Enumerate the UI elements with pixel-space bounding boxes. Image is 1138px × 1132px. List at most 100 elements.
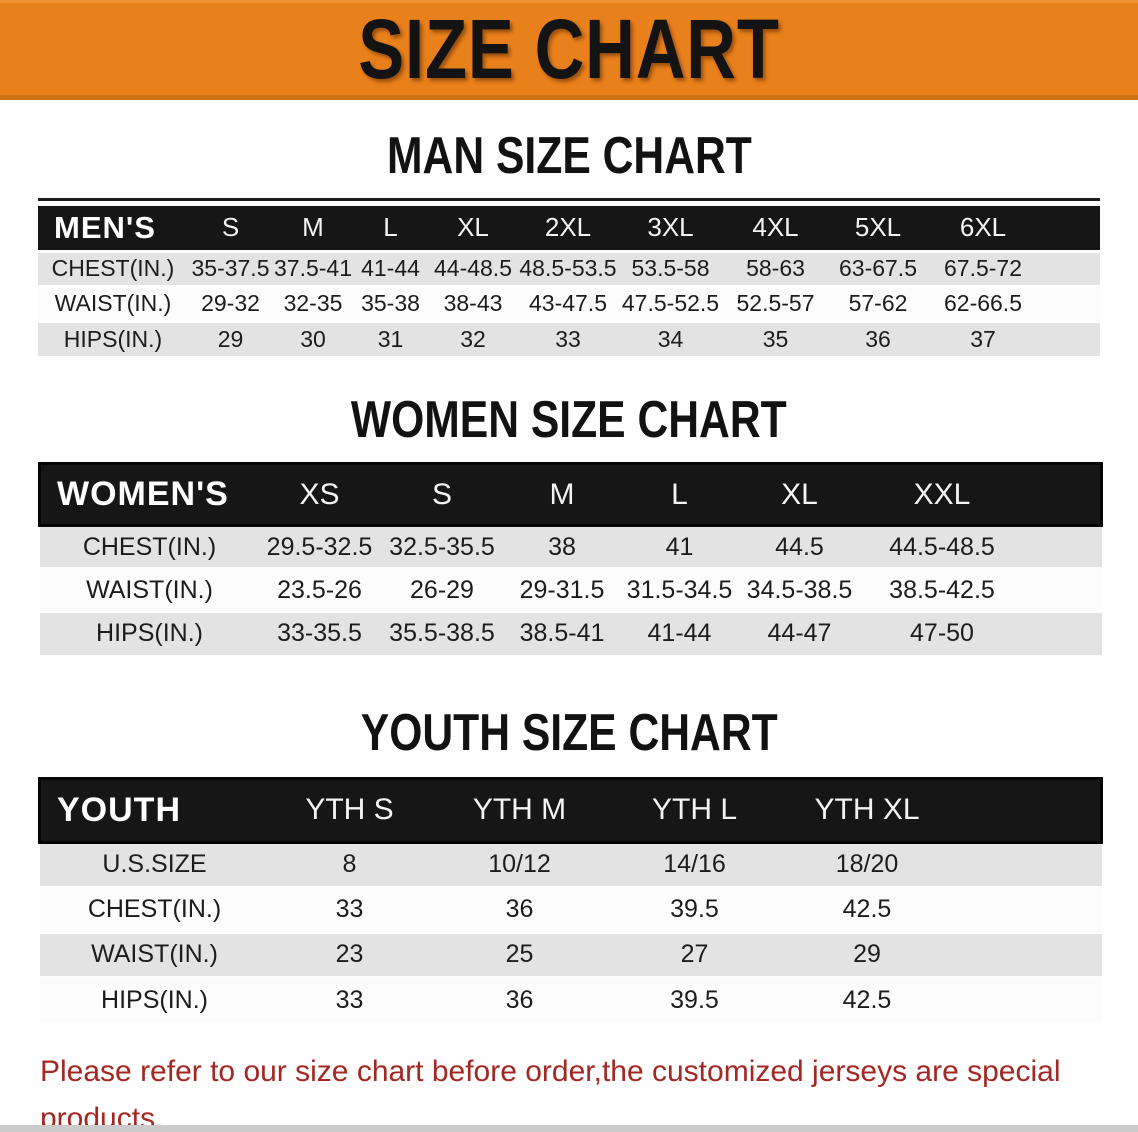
youth-waist-row: WAIST(IN.) 23 25 27 29 [39, 930, 1102, 977]
size-cell: 35 [723, 319, 828, 356]
size-cell: 32 [428, 319, 518, 356]
men-col-header: S [188, 206, 273, 251]
banner-title: SIZE CHART [358, 2, 780, 96]
women-col-header: XS [259, 462, 380, 527]
youth-col-header: YTH XL [779, 776, 955, 844]
spacer-cell [954, 885, 1102, 932]
size-cell: 41 [619, 524, 740, 569]
spacer-cell [954, 840, 1102, 887]
size-cell: 35.5-38.5 [379, 610, 505, 655]
youth-header-row: YOUTH YTH S YTH M YTH L YTH XL [38, 776, 1103, 844]
spacer-cell [1024, 567, 1102, 612]
row-label: U.S.SIZE [39, 840, 270, 887]
men-waist-row: WAIST(IN.) 29-32 32-35 35-38 38-43 43-47… [38, 284, 1100, 321]
men-section-heading: MAN SIZE CHART [0, 130, 1138, 182]
youth-col-header: YTH L [609, 776, 780, 844]
size-cell: 33 [269, 885, 430, 932]
size-cell: 14/16 [609, 840, 780, 887]
men-col-header: 4XL [723, 206, 828, 251]
women-col-header: XXL [859, 462, 1025, 527]
men-col-header: XL [428, 206, 518, 251]
men-col-header: M [273, 206, 353, 251]
women-header-row: WOMEN'S XS S M L XL XXL [38, 462, 1103, 527]
size-cell: 43-47.5 [518, 284, 618, 321]
women-col-header: XL [739, 462, 860, 527]
row-label: HIPS(IN.) [39, 610, 260, 655]
size-cell: 34.5-38.5 [739, 567, 860, 612]
size-cell: 47.5-52.5 [618, 284, 723, 321]
order-policy-note: Please refer to our size chart before or… [40, 1048, 1110, 1132]
size-cell: 44.5-48.5 [859, 524, 1025, 569]
bottom-edge-strip [0, 1125, 1138, 1132]
youth-hips-row: HIPS(IN.) 33 36 39.5 42.5 [39, 975, 1102, 1022]
size-cell: 29 [779, 930, 955, 977]
size-cell: 35-38 [353, 284, 428, 321]
size-cell: 42.5 [779, 885, 955, 932]
men-header-label: MEN'S [38, 206, 188, 251]
youth-col-header: YTH M [429, 776, 610, 844]
size-cell: 33-35.5 [259, 610, 380, 655]
size-cell: 23.5-26 [259, 567, 380, 612]
men-table-topline [38, 198, 1100, 201]
youth-ussize-row: U.S.SIZE 8 10/12 14/16 18/20 [39, 840, 1102, 887]
women-header-spacer [1024, 462, 1103, 527]
men-col-header: 6XL [928, 206, 1038, 251]
size-cell: 67.5-72 [928, 249, 1038, 286]
size-cell: 38.5-42.5 [859, 567, 1025, 612]
size-cell: 26-29 [379, 567, 505, 612]
size-cell: 31 [353, 319, 428, 356]
spacer-cell [1038, 319, 1100, 356]
spacer-cell [1024, 524, 1102, 569]
spacer-cell [954, 975, 1102, 1022]
size-cell: 53.5-58 [618, 249, 723, 286]
size-cell: 29 [188, 319, 273, 356]
youth-header-spacer [954, 776, 1103, 844]
size-cell: 42.5 [779, 975, 955, 1022]
size-cell: 25 [429, 930, 610, 977]
size-cell: 44-48.5 [428, 249, 518, 286]
youth-col-header: YTH S [269, 776, 430, 844]
size-cell: 36 [828, 319, 928, 356]
youth-size-table: YOUTH YTH S YTH M YTH L YTH XL U.S.SIZE … [38, 776, 1103, 1022]
women-chest-row: CHEST(IN.) 29.5-32.5 32.5-35.5 38 41 44.… [39, 524, 1102, 569]
women-hips-row: HIPS(IN.) 33-35.5 35.5-38.5 38.5-41 41-4… [39, 610, 1102, 655]
row-label: HIPS(IN.) [39, 975, 270, 1022]
women-section-heading: WOMEN SIZE CHART [0, 394, 1138, 446]
size-cell: 29-32 [188, 284, 273, 321]
men-size-table-wrap: MEN'S S M L XL 2XL 3XL 4XL 5XL 6XL CHEST… [38, 198, 1100, 356]
order-policy-note-line1: Please refer to our size chart before or… [40, 1055, 1061, 1132]
men-col-header: 5XL [828, 206, 928, 251]
size-cell: 29-31.5 [504, 567, 620, 612]
size-cell: 10/12 [429, 840, 610, 887]
men-size-table: MEN'S S M L XL 2XL 3XL 4XL 5XL 6XL CHEST… [38, 206, 1100, 356]
men-col-header: 2XL [518, 206, 618, 251]
size-cell: 33 [518, 319, 618, 356]
spacer-cell [954, 930, 1102, 977]
row-label: WAIST(IN.) [39, 567, 260, 612]
size-cell: 32.5-35.5 [379, 524, 505, 569]
row-label: CHEST(IN.) [39, 524, 260, 569]
size-cell: 29.5-32.5 [259, 524, 380, 569]
size-cell: 48.5-53.5 [518, 249, 618, 286]
men-chest-row: CHEST(IN.) 35-37.5 37.5-41 41-44 44-48.5… [38, 249, 1100, 286]
women-col-header: M [504, 462, 620, 527]
size-cell: 47-50 [859, 610, 1025, 655]
youth-size-table-wrap: YOUTH YTH S YTH M YTH L YTH XL U.S.SIZE … [38, 776, 1103, 1022]
youth-heading-text: YOUTH SIZE CHART [360, 703, 778, 762]
women-size-table-wrap: WOMEN'S XS S M L XL XXL CHEST(IN.) 29.5-… [38, 462, 1103, 655]
row-label: WAIST(IN.) [39, 930, 270, 977]
youth-chest-row: CHEST(IN.) 33 36 39.5 42.5 [39, 885, 1102, 932]
size-cell: 30 [273, 319, 353, 356]
size-cell: 27 [609, 930, 780, 977]
women-col-header: S [379, 462, 505, 527]
size-cell: 44.5 [739, 524, 860, 569]
size-cell: 34 [618, 319, 723, 356]
size-cell: 37.5-41 [273, 249, 353, 286]
size-cell: 39.5 [609, 885, 780, 932]
size-chart-banner: SIZE CHART [0, 0, 1138, 100]
size-cell: 8 [269, 840, 430, 887]
size-cell: 38-43 [428, 284, 518, 321]
men-header-row: MEN'S S M L XL 2XL 3XL 4XL 5XL 6XL [38, 206, 1100, 251]
size-cell: 62-66.5 [928, 284, 1038, 321]
size-cell: 41-44 [619, 610, 740, 655]
